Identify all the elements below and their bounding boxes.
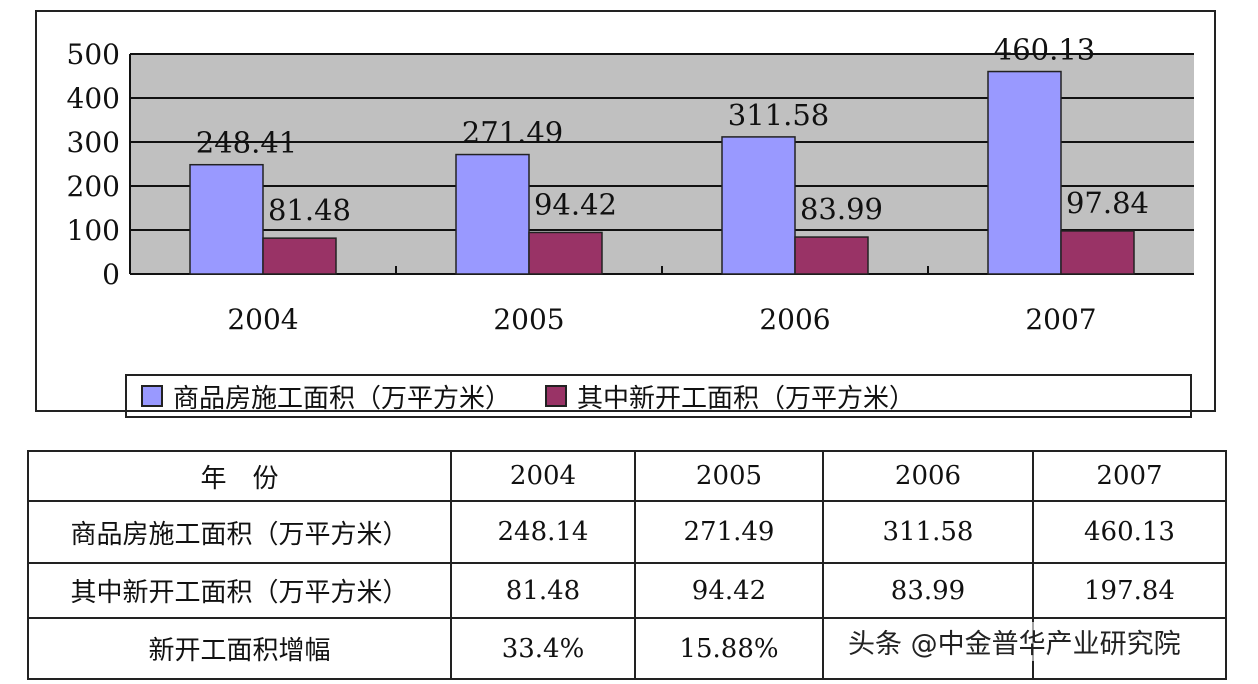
y-tick-label: 100 [67, 214, 120, 247]
header-cell: 2005 [634, 450, 824, 502]
bar-new-construction-area [262, 237, 337, 275]
data-label: 81.48 [268, 193, 351, 227]
row-label: 新开工面积增幅 [27, 617, 452, 680]
legend-swatch-icon [545, 385, 568, 407]
data-label: 460.13 [994, 33, 1095, 67]
table-header-row: 年 份 2004 2005 2006 2007 [27, 450, 1227, 502]
chart-container: 0 100 200 300 400 500 2004 248.41 81.48 2005 271.4… [35, 10, 1216, 418]
bar-construction-area [455, 153, 530, 275]
table-cell: 248.14 [450, 500, 636, 564]
table-cell: 81.48 [450, 562, 636, 619]
legend-label: 其中新开工面积（万平方米） [577, 383, 916, 414]
y-tick-label: 400 [67, 82, 120, 115]
bar-construction-area [189, 163, 264, 275]
table-cell: 33.4% [450, 617, 636, 680]
legend-swatch-icon [141, 385, 163, 407]
legend-item: 其中新开工面积（万平方米） [545, 378, 915, 415]
x-tick-label: 2004 [227, 303, 298, 336]
header-cell: 2006 [822, 450, 1034, 502]
table-row: 其中新开工面积（万平方米） 81.48 94.42 83.99 197.84 [27, 562, 1227, 619]
data-label: 83.99 [800, 192, 883, 226]
table-cell: 94.42 [634, 562, 824, 619]
bar-new-construction-area [794, 236, 869, 275]
watermark: 头条 @中金普华产业研究院 [848, 622, 1181, 661]
header-cell: 2004 [450, 450, 636, 502]
table-row: 商品房施工面积（万平方米） 248.14 271.49 311.58 460.1… [27, 500, 1227, 564]
data-label: 97.84 [1066, 186, 1149, 220]
x-tick-label: 2005 [493, 303, 564, 336]
legend: 商品房施工面积（万平方米） 其中新开工面积（万平方米） [125, 374, 1192, 418]
table-cell: 460.13 [1032, 500, 1227, 564]
table-cell: 83.99 [822, 562, 1034, 619]
table-cell: 311.58 [822, 500, 1034, 564]
data-label: 271.49 [462, 116, 563, 150]
header-cell: 年 份 [27, 450, 452, 502]
bar-new-construction-area [1060, 230, 1135, 275]
legend-label: 商品房施工面积（万平方米） [173, 383, 512, 414]
header-cell: 2007 [1032, 450, 1227, 502]
bar-new-construction-area [528, 231, 603, 275]
data-label: 94.42 [534, 187, 617, 221]
y-tick-label: 0 [102, 258, 120, 291]
bar-construction-area [721, 136, 796, 275]
table-cell: 197.84 [1032, 562, 1227, 619]
row-label: 其中新开工面积（万平方米） [27, 562, 452, 619]
x-tick-label: 2007 [1025, 303, 1096, 336]
legend-item: 商品房施工面积（万平方米） [141, 378, 511, 415]
data-label: 248.41 [196, 126, 297, 160]
row-label: 商品房施工面积（万平方米） [27, 500, 452, 564]
y-tick-label: 500 [67, 38, 120, 71]
data-label: 311.58 [728, 98, 829, 132]
bar-construction-area [987, 70, 1062, 275]
y-tick-label: 200 [67, 170, 120, 203]
table-cell: 15.88% [634, 617, 824, 680]
y-tick-label: 300 [67, 126, 120, 159]
x-tick-label: 2006 [759, 303, 830, 336]
table-cell: 271.49 [634, 500, 824, 564]
bar-chart: 0 100 200 300 400 500 2004 248.41 81.48 2005 271.4… [67, 33, 1194, 336]
